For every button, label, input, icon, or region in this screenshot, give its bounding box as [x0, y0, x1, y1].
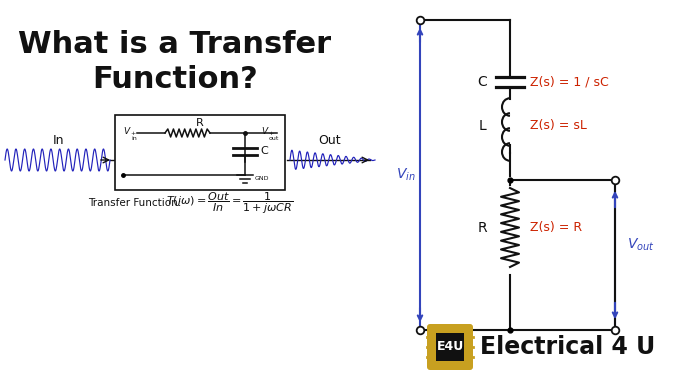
Bar — [436, 333, 464, 361]
Text: Z(s) = 1 / sC: Z(s) = 1 / sC — [530, 75, 609, 88]
Text: Z(s) = R: Z(s) = R — [530, 222, 582, 234]
Text: R: R — [196, 118, 204, 128]
Text: in: in — [131, 135, 136, 141]
Text: Transfer Function:: Transfer Function: — [88, 198, 181, 208]
Text: $V_{in}$: $V_{in}$ — [396, 167, 416, 183]
Text: $V_+$: $V_+$ — [123, 126, 137, 138]
Text: In: In — [52, 134, 64, 147]
Text: What is a Transfer: What is a Transfer — [18, 30, 332, 59]
Text: $V_+$: $V_+$ — [261, 126, 275, 138]
FancyBboxPatch shape — [427, 324, 473, 370]
Text: Out: Out — [318, 134, 342, 147]
Bar — [115, 115, 285, 190]
Text: E4U: E4U — [436, 340, 463, 354]
Text: GND: GND — [255, 177, 270, 182]
Text: $V_{out}$: $V_{out}$ — [627, 237, 655, 253]
Text: Function?: Function? — [92, 65, 258, 94]
Text: $T(j\omega)=\dfrac{Out}{In}=\dfrac{1}{1+j\omega CR}$: $T(j\omega)=\dfrac{Out}{In}=\dfrac{1}{1+… — [167, 190, 294, 216]
Text: out: out — [269, 135, 279, 141]
Text: Z(s) = sL: Z(s) = sL — [530, 120, 587, 132]
Text: C: C — [260, 147, 267, 156]
Text: R: R — [477, 221, 486, 235]
Text: L: L — [478, 119, 486, 133]
Text: C: C — [477, 75, 487, 89]
Text: Electrical 4 U: Electrical 4 U — [480, 335, 655, 359]
